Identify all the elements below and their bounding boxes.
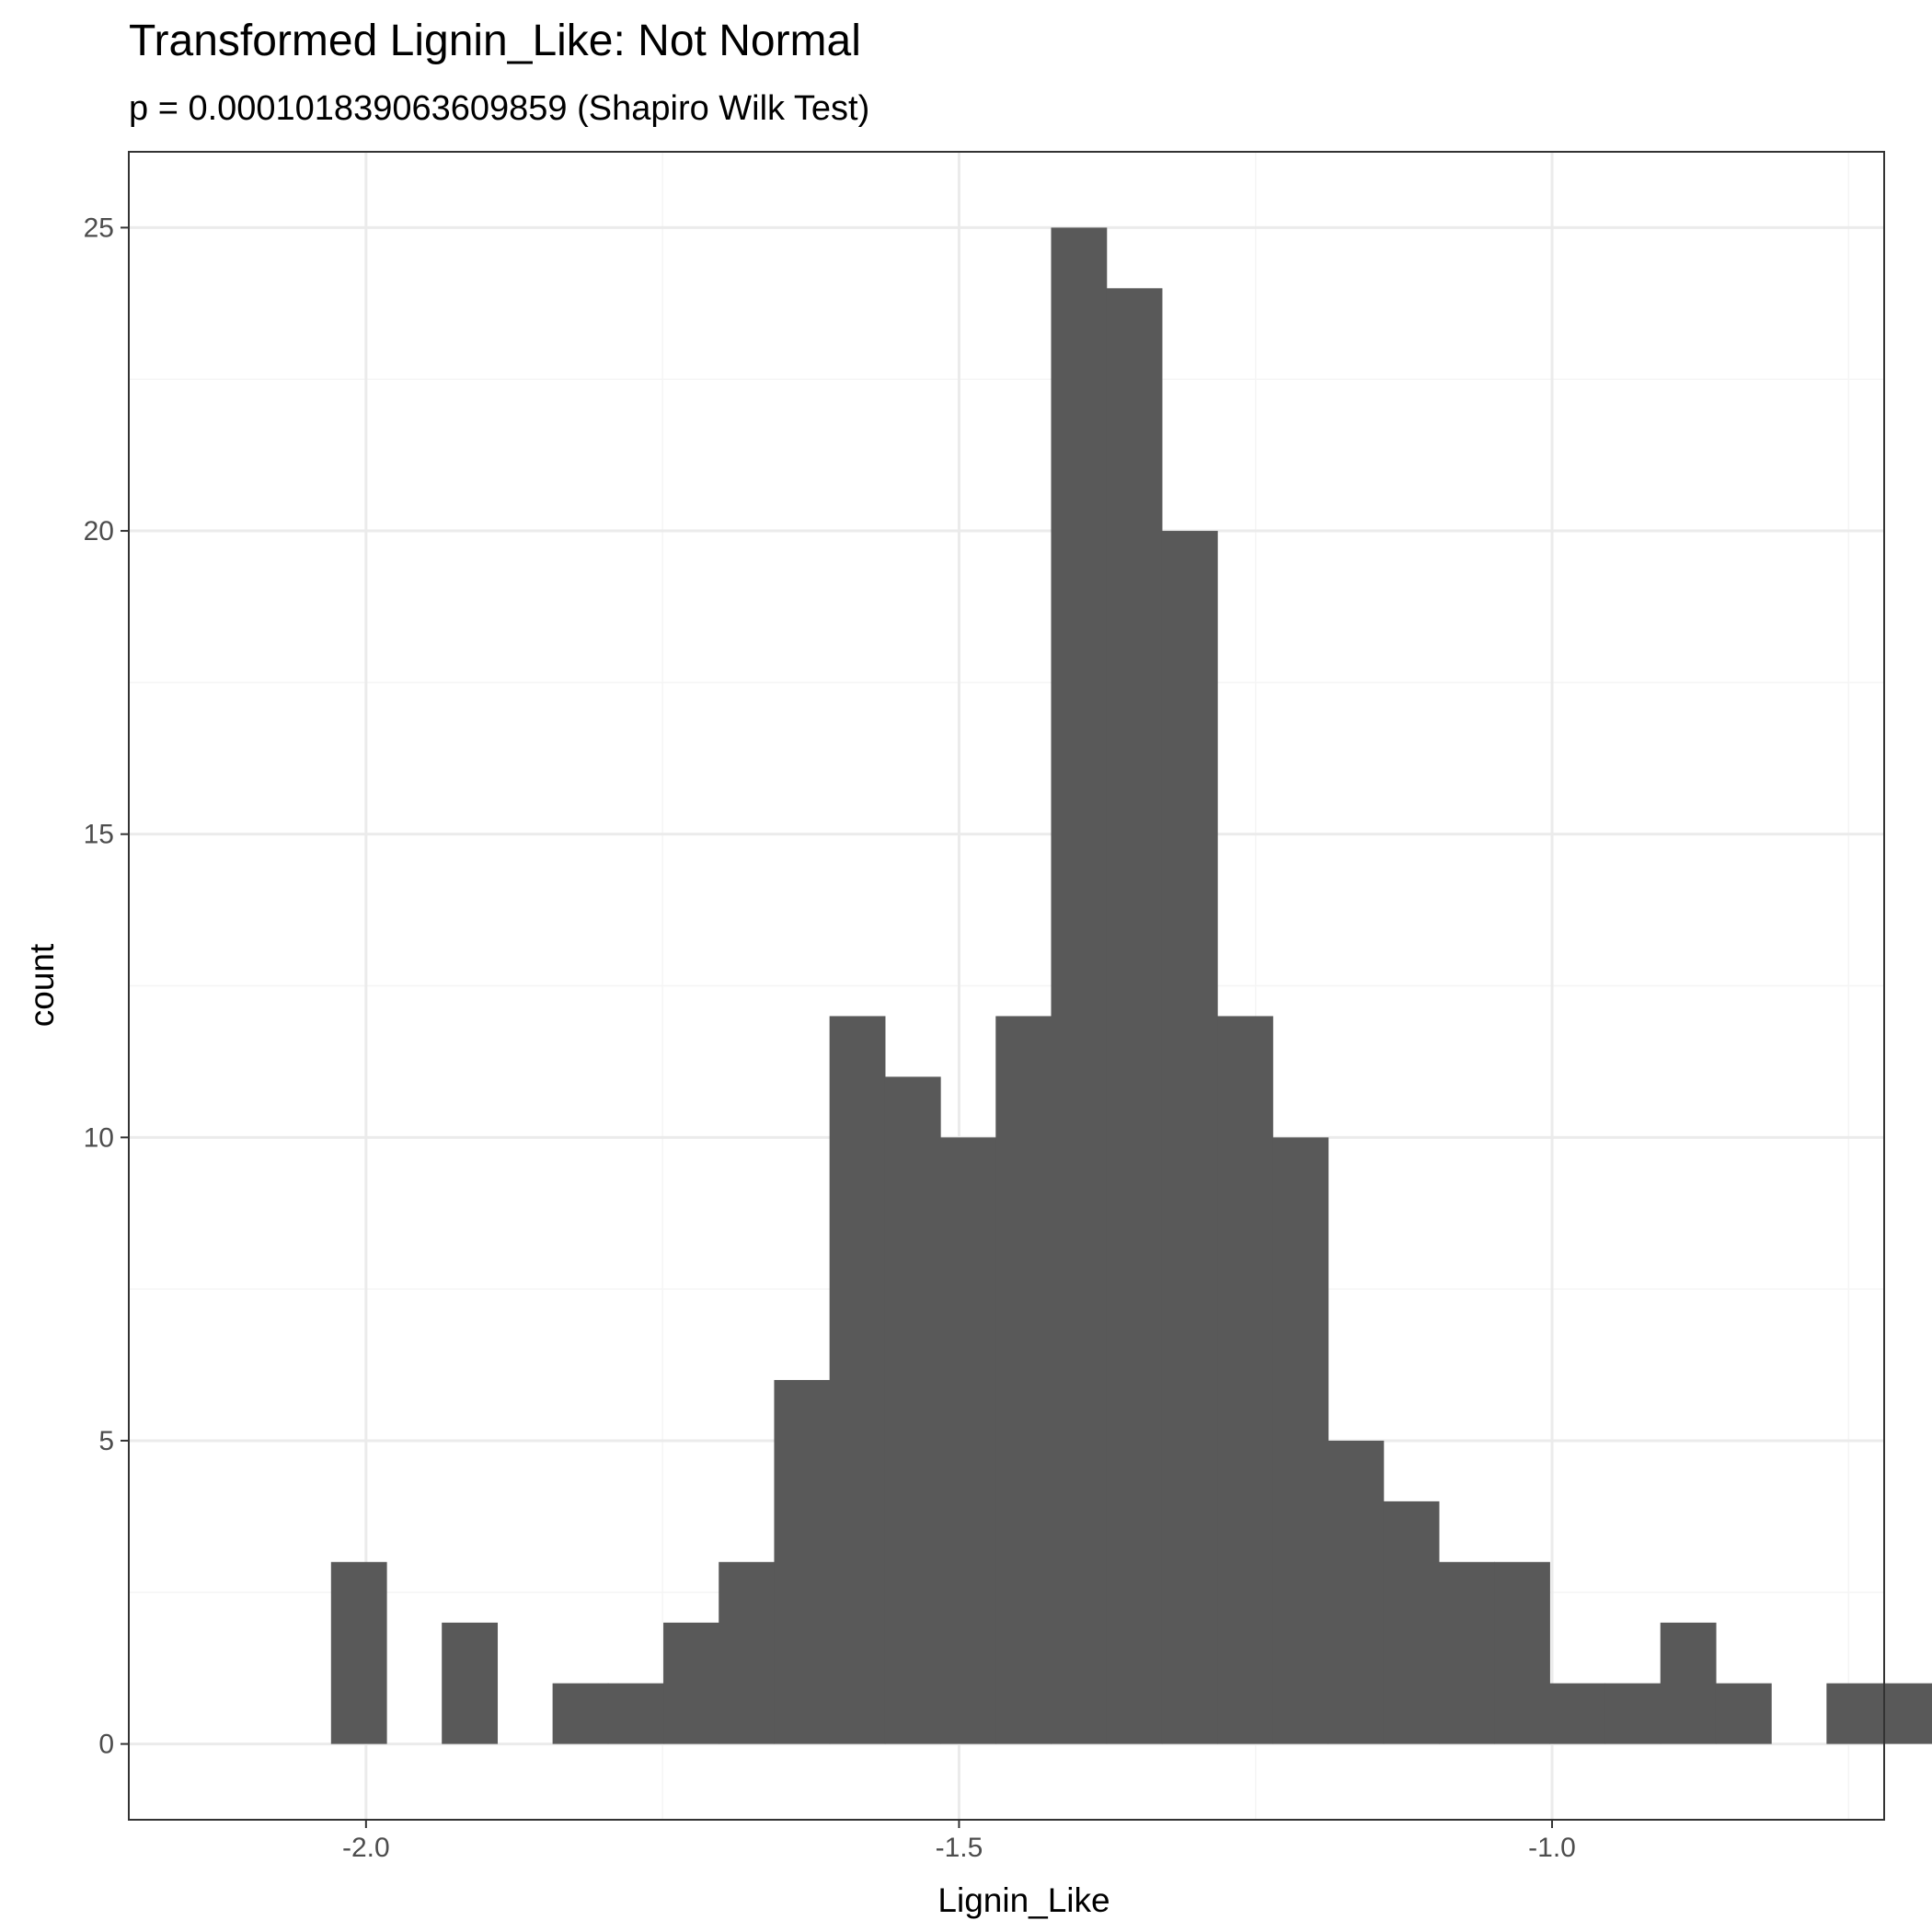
histogram-bar xyxy=(442,1622,499,1744)
x-tick-label: -1.0 xyxy=(1528,1833,1576,1863)
y-tick-label: 15 xyxy=(84,820,114,850)
histogram-bar xyxy=(995,1016,1052,1744)
y-axis-title: count xyxy=(23,943,61,1027)
y-tick-label: 25 xyxy=(84,213,114,243)
histogram-bar xyxy=(1438,1561,1495,1744)
histogram-bar xyxy=(1549,1683,1606,1744)
histogram-bar xyxy=(829,1016,886,1744)
x-tick-label: -2.0 xyxy=(342,1833,390,1863)
histogram-bar xyxy=(1272,1137,1329,1744)
histogram-bar xyxy=(1660,1622,1717,1744)
histogram-bar xyxy=(607,1683,664,1744)
histogram-bars xyxy=(330,227,1932,1744)
histogram-bar xyxy=(1328,1440,1385,1744)
histogram-bar xyxy=(884,1076,941,1744)
histogram-bar xyxy=(1881,1683,1932,1744)
histogram-bar xyxy=(1161,531,1218,1744)
y-tick-label: 10 xyxy=(84,1122,114,1153)
histogram-bar xyxy=(330,1561,387,1744)
panel-border xyxy=(128,151,1885,1821)
x-axis-ticks: -2.0 -1.5 -1.0 xyxy=(342,1820,1576,1863)
histogram-bar xyxy=(774,1380,831,1744)
histogram-bar xyxy=(1826,1683,1883,1744)
chart-title: Transformed Lignin_Like: Not Normal xyxy=(129,17,861,65)
histogram-bar xyxy=(663,1622,719,1744)
chart-subtitle: p = 0.000101839063609859 (Shapiro Wilk T… xyxy=(129,89,869,128)
y-tick-label: 5 xyxy=(98,1426,114,1456)
histogram-bar xyxy=(1604,1683,1662,1744)
histogram-bar xyxy=(940,1137,996,1744)
histogram-bar xyxy=(1051,227,1108,1744)
y-tick-label: 20 xyxy=(84,516,114,546)
y-tick-label: 0 xyxy=(98,1730,114,1760)
histogram-bar xyxy=(1494,1561,1550,1744)
histogram-bar xyxy=(1106,288,1163,1744)
histogram-bar xyxy=(1715,1683,1772,1744)
histogram-bar xyxy=(1217,1016,1273,1744)
y-axis-ticks: 0 5 10 15 20 25 xyxy=(84,213,129,1760)
x-axis-title: Lignin_Like xyxy=(937,1881,1110,1919)
x-tick-label: -1.5 xyxy=(936,1833,983,1863)
histogram-bar xyxy=(1383,1501,1440,1744)
histogram-bar xyxy=(552,1683,609,1744)
histogram-bar xyxy=(719,1561,776,1744)
